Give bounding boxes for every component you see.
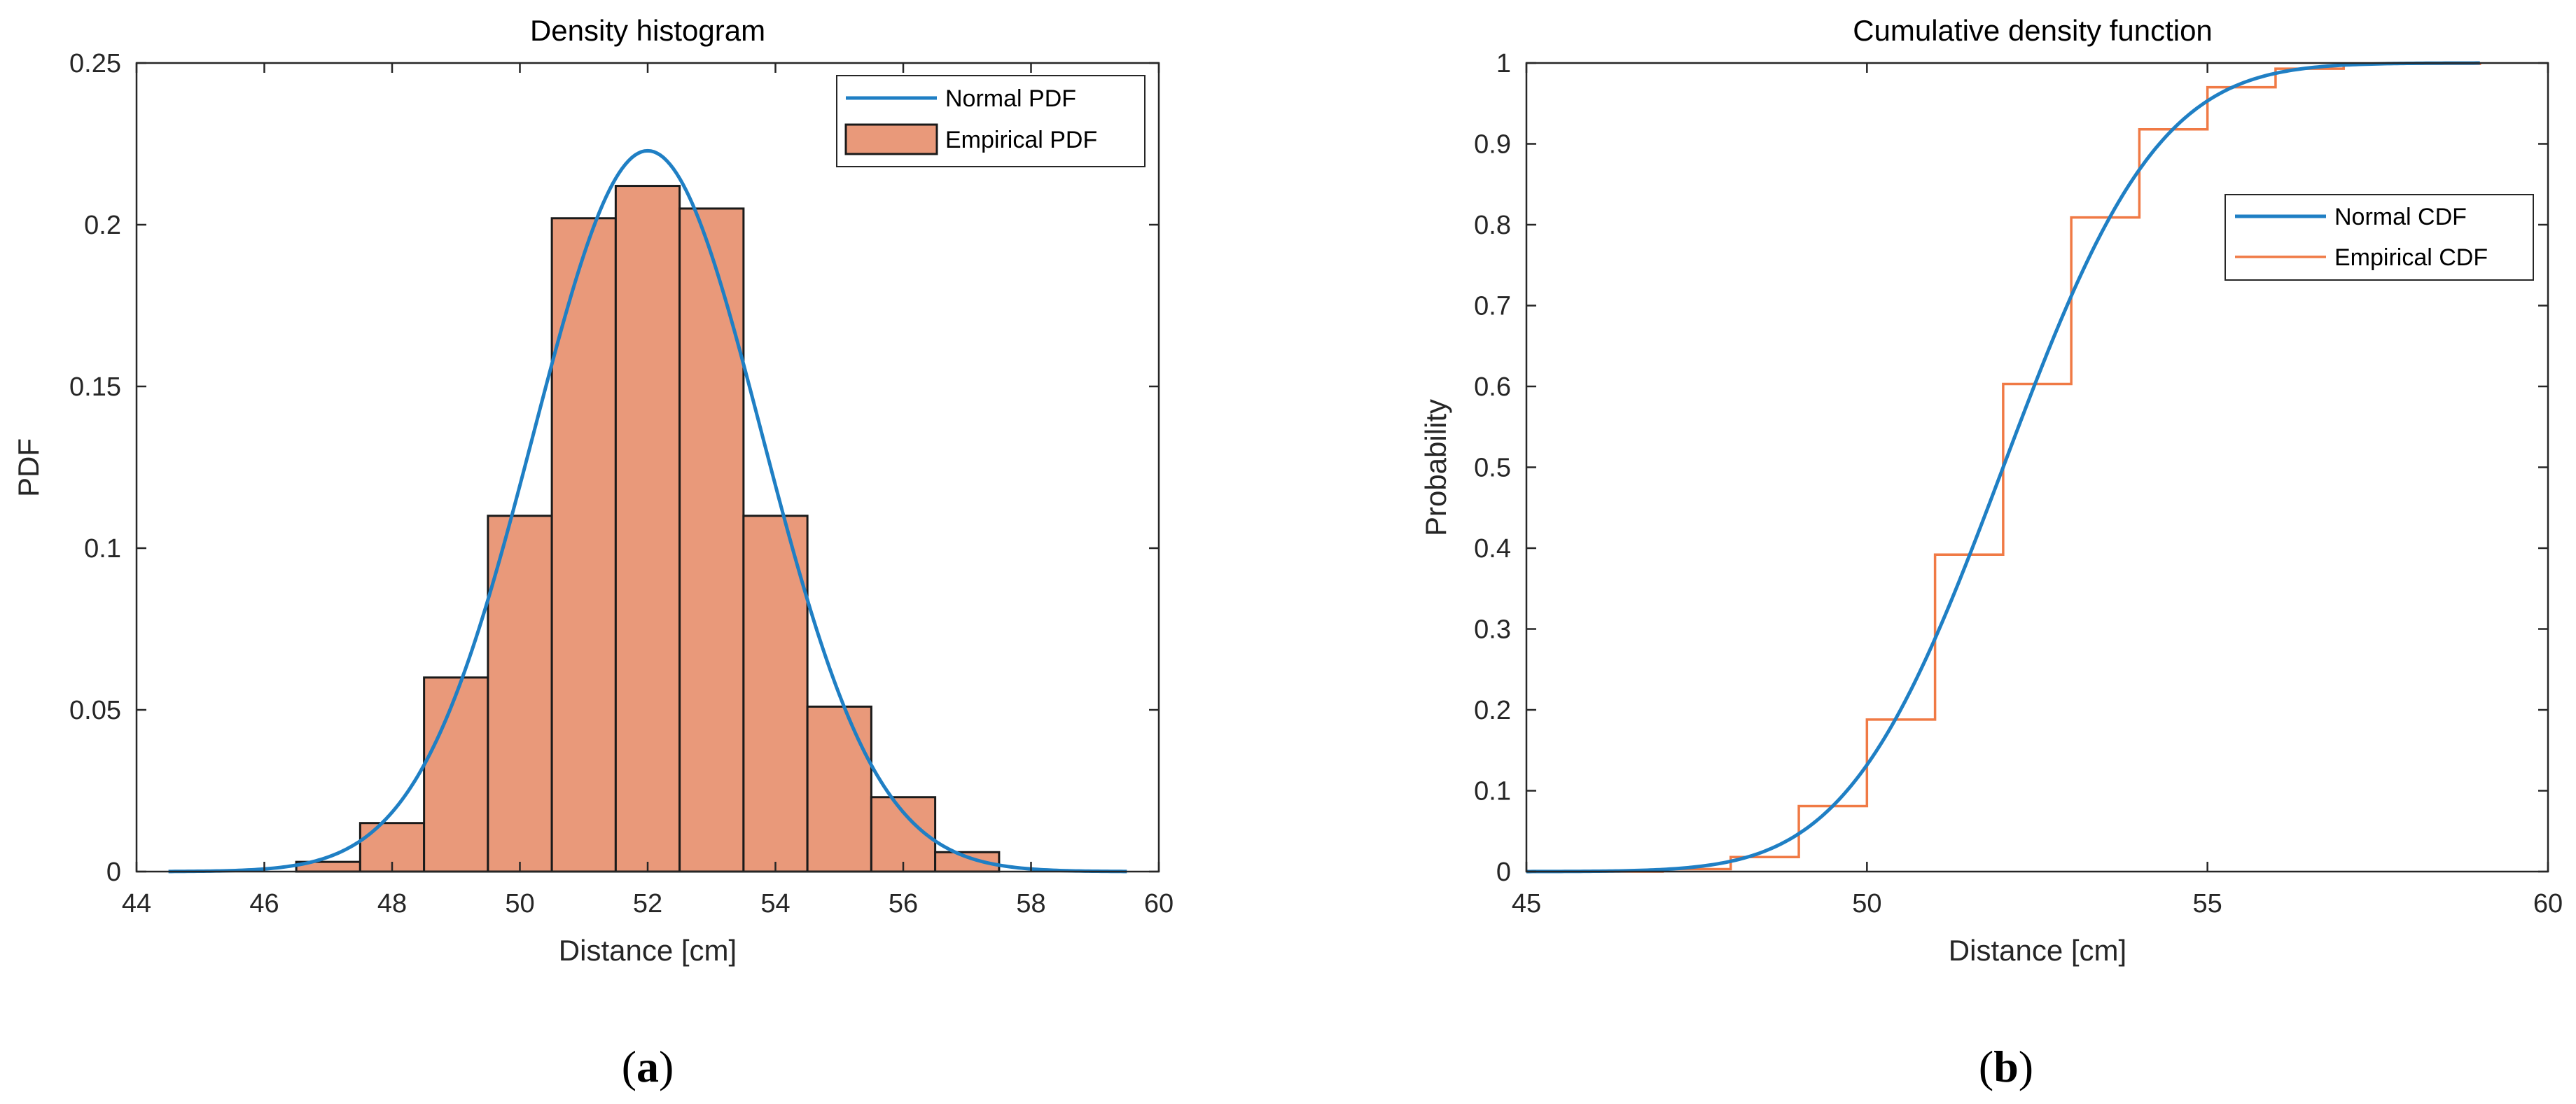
y-tick-label: 0.05 <box>69 696 121 725</box>
x-axis-label: Distance [cm] <box>559 934 737 967</box>
y-tick-label: 0.8 <box>1474 211 1511 240</box>
legend-empirical-pdf-label: Empirical PDF <box>945 127 1097 153</box>
y-tick-label: 0.9 <box>1474 130 1511 160</box>
y-tick-label: 0.6 <box>1474 372 1511 402</box>
x-tick-label: 54 <box>760 889 790 918</box>
density-histogram-panel: Density histogram 44 46 48 50 52 54 56 58 60 0 0.… <box>12 14 1174 1091</box>
y-tick-label: 0.2 <box>1474 696 1511 725</box>
x-tick-label: 46 <box>249 889 279 918</box>
y-tick-label: 1 <box>1496 49 1511 78</box>
x-axis-label: Distance [cm] <box>1949 934 2126 967</box>
histogram-bar <box>550 217 617 873</box>
x-tick-label: 50 <box>1852 889 1881 918</box>
x-tick-label: 52 <box>633 889 662 918</box>
y-tick-label: 0.1 <box>84 534 121 564</box>
legend: Normal PDF Empirical PDF <box>836 75 1146 167</box>
panel-caption-a: (a) <box>622 1042 674 1091</box>
y-tick-label: 0.1 <box>1474 777 1511 806</box>
x-tick-label: 44 <box>122 889 151 918</box>
y-tick-label: 0 <box>106 858 121 887</box>
legend-normal-cdf-label: Normal CDF <box>2334 204 2467 230</box>
y-tick-label: 0.3 <box>1474 615 1511 645</box>
legend-normal-pdf-label: Normal PDF <box>945 85 1076 112</box>
y-tick-label: 0 <box>1496 858 1511 887</box>
x-tick-label: 56 <box>889 889 918 918</box>
y-axis-ticks: 0 0.1 0.2 0.3 0.4 0.5 0.6 0.7 0.8 0.9 1 <box>1474 49 2548 887</box>
y-tick-label: 0.2 <box>84 211 121 240</box>
y-tick-label: 0.4 <box>1474 534 1511 564</box>
y-tick-label: 0.7 <box>1474 292 1511 321</box>
x-axis-ticks: 44 46 48 50 52 54 56 58 60 <box>122 63 1174 918</box>
x-tick-label: 45 <box>1512 889 1541 918</box>
x-tick-label: 60 <box>1144 889 1174 918</box>
y-axis-ticks: 0 0.05 0.1 0.15 0.2 0.25 <box>69 49 1159 887</box>
y-axis-label: Probability <box>1419 399 1452 536</box>
histogram-bar <box>614 185 681 873</box>
histogram-bars <box>295 185 1001 873</box>
legend-empirical-pdf-swatch <box>844 123 938 155</box>
panel-caption-b: (b) <box>1979 1042 2033 1091</box>
chart-title: Density histogram <box>530 14 765 47</box>
normal-pdf-line <box>168 148 1127 874</box>
histogram-bar <box>423 676 489 873</box>
x-tick-label: 60 <box>2533 889 2563 918</box>
y-tick-label: 0.15 <box>69 372 121 402</box>
cumulative-density-panel: Cumulative density function 45 50 55 60 0 0.… <box>1419 14 2563 1091</box>
x-tick-label: 55 <box>2193 889 2222 918</box>
x-axis-ticks: 45 50 55 60 <box>1512 63 2563 918</box>
x-tick-label: 50 <box>505 889 534 918</box>
x-tick-label: 48 <box>377 889 407 918</box>
histogram-bar <box>678 207 745 873</box>
histogram-bar <box>806 705 872 873</box>
histogram-bar <box>742 515 809 873</box>
legend: Normal CDF Empirical CDF <box>2225 194 2534 281</box>
y-axis-label: PDF <box>12 438 45 497</box>
empirical-cdf-line <box>1526 62 2481 873</box>
chart-title: Cumulative density function <box>1853 14 2213 47</box>
y-tick-label: 0.5 <box>1474 454 1511 483</box>
normal-cdf-line <box>1526 61 2480 874</box>
legend-empirical-cdf-label: Empirical CDF <box>2334 244 2488 271</box>
x-tick-label: 58 <box>1016 889 1045 918</box>
legend-box <box>2225 194 2534 281</box>
y-tick-label: 0.25 <box>69 49 121 78</box>
